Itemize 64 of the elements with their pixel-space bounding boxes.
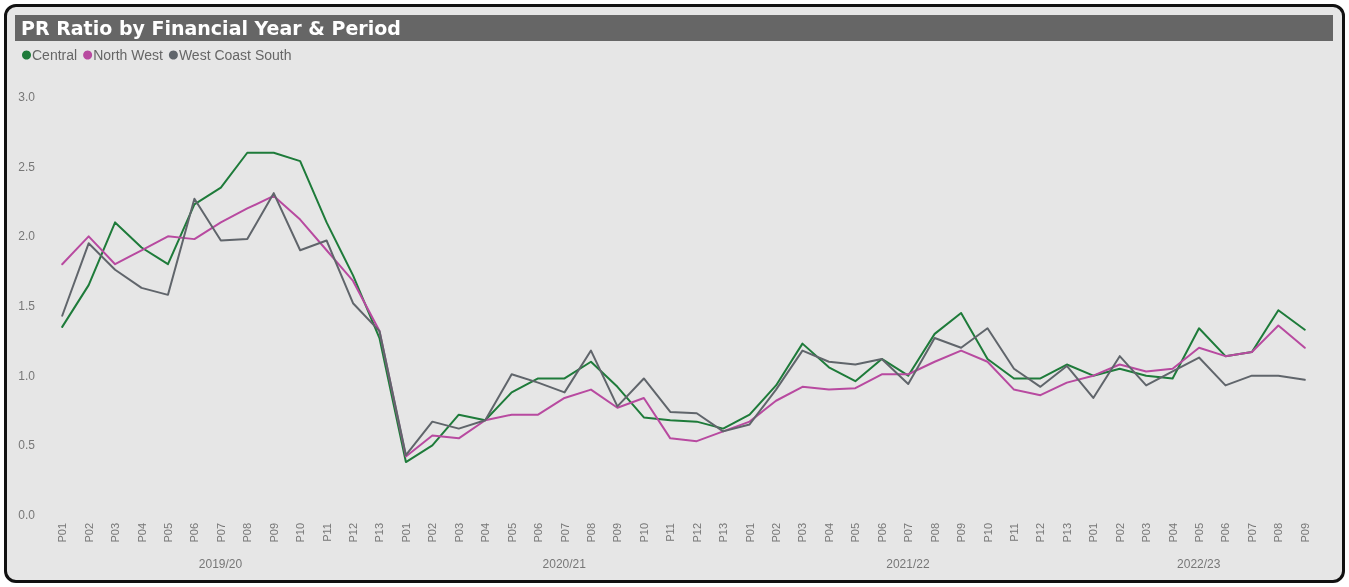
x-tick-label: P12 xyxy=(690,523,703,543)
x-tick-label: P07 xyxy=(558,523,571,543)
text: 2019/20 xyxy=(198,557,243,571)
x-tick-label: P13 xyxy=(717,523,730,543)
legend-label: North West xyxy=(93,47,163,63)
x-tick-label: P03 xyxy=(796,523,809,543)
x-tick-label: P10 xyxy=(981,523,994,543)
x-tick-label: P12 xyxy=(347,523,360,543)
x-tick-label: P06 xyxy=(188,523,201,543)
x-tick-label: P08 xyxy=(241,523,254,543)
y-tick-label: 3.0 xyxy=(18,90,36,104)
x-tick-label: P10 xyxy=(637,523,650,543)
x-tick-label: P02 xyxy=(426,523,439,543)
text: 2022/23 xyxy=(1177,557,1221,571)
x-tick-label: P09 xyxy=(611,523,624,543)
x-tick-label: P10 xyxy=(294,523,307,543)
x-tick-label: P02 xyxy=(1113,523,1126,543)
x-tick-label: P06 xyxy=(875,523,888,543)
x-tick-label: P04 xyxy=(1166,523,1179,543)
y-tick-label: 0.0 xyxy=(18,508,36,522)
legend-label: West Coast South xyxy=(178,47,292,63)
x-tick-label: P05 xyxy=(505,523,518,543)
y-tick-label: 0.5 xyxy=(18,438,36,453)
x-tick-label: P05 xyxy=(1193,523,1206,543)
x-tick-label: P09 xyxy=(955,523,968,543)
x-tick-label: P07 xyxy=(1245,523,1258,543)
x-tick-label: P03 xyxy=(109,523,122,543)
x-tick-label: P12 xyxy=(1034,523,1047,543)
x-tick-label: P09 xyxy=(1298,523,1311,543)
x-tick-label: P01 xyxy=(1087,523,1100,543)
y-tick-label: 2.0 xyxy=(18,229,36,244)
x-tick-label: P04 xyxy=(479,523,492,543)
text: 2021/22 xyxy=(886,557,930,571)
x-tick-label: P05 xyxy=(161,523,174,543)
text: 2020/21 xyxy=(542,557,587,571)
x-tick-label: P03 xyxy=(1140,523,1153,543)
x-tick-label: P08 xyxy=(1272,523,1285,543)
x-tick-label: P09 xyxy=(267,523,280,543)
x-tick-label: P13 xyxy=(1060,523,1073,543)
x-tick-label: P11 xyxy=(320,523,333,542)
x-tick-label: P02 xyxy=(82,523,95,543)
x-tick-label: P01 xyxy=(399,523,412,543)
x-tick-label: P01 xyxy=(56,523,69,543)
x-tick-label: P05 xyxy=(849,523,862,543)
x-tick-label: P01 xyxy=(743,523,756,543)
line-series xyxy=(61,151,1306,464)
x-tick-label: P04 xyxy=(822,523,835,543)
x-tick-label: P08 xyxy=(928,523,941,543)
x-tick-label: P08 xyxy=(584,523,597,543)
x-tick-label: P03 xyxy=(452,523,465,543)
x-tick-label: P06 xyxy=(1219,523,1232,543)
x-tick-label: P11 xyxy=(1007,523,1020,542)
x-tick-label: P02 xyxy=(770,523,783,543)
y-tick-label: 1.0 xyxy=(18,368,36,383)
legend-label: Central xyxy=(32,47,78,63)
y-tick-label: 1.5 xyxy=(18,299,36,313)
x-tick-label: P06 xyxy=(532,523,545,543)
x-tick-label: P07 xyxy=(214,523,227,543)
x-tick-label: P04 xyxy=(135,523,148,543)
y-tick-label: 2.5 xyxy=(18,159,36,174)
x-tick-label: P11 xyxy=(664,523,677,542)
x-tick-label: P07 xyxy=(902,523,915,543)
chart-title: PR Ratio by Financial Year & Period xyxy=(15,15,1333,41)
x-tick-label: P13 xyxy=(373,523,386,543)
